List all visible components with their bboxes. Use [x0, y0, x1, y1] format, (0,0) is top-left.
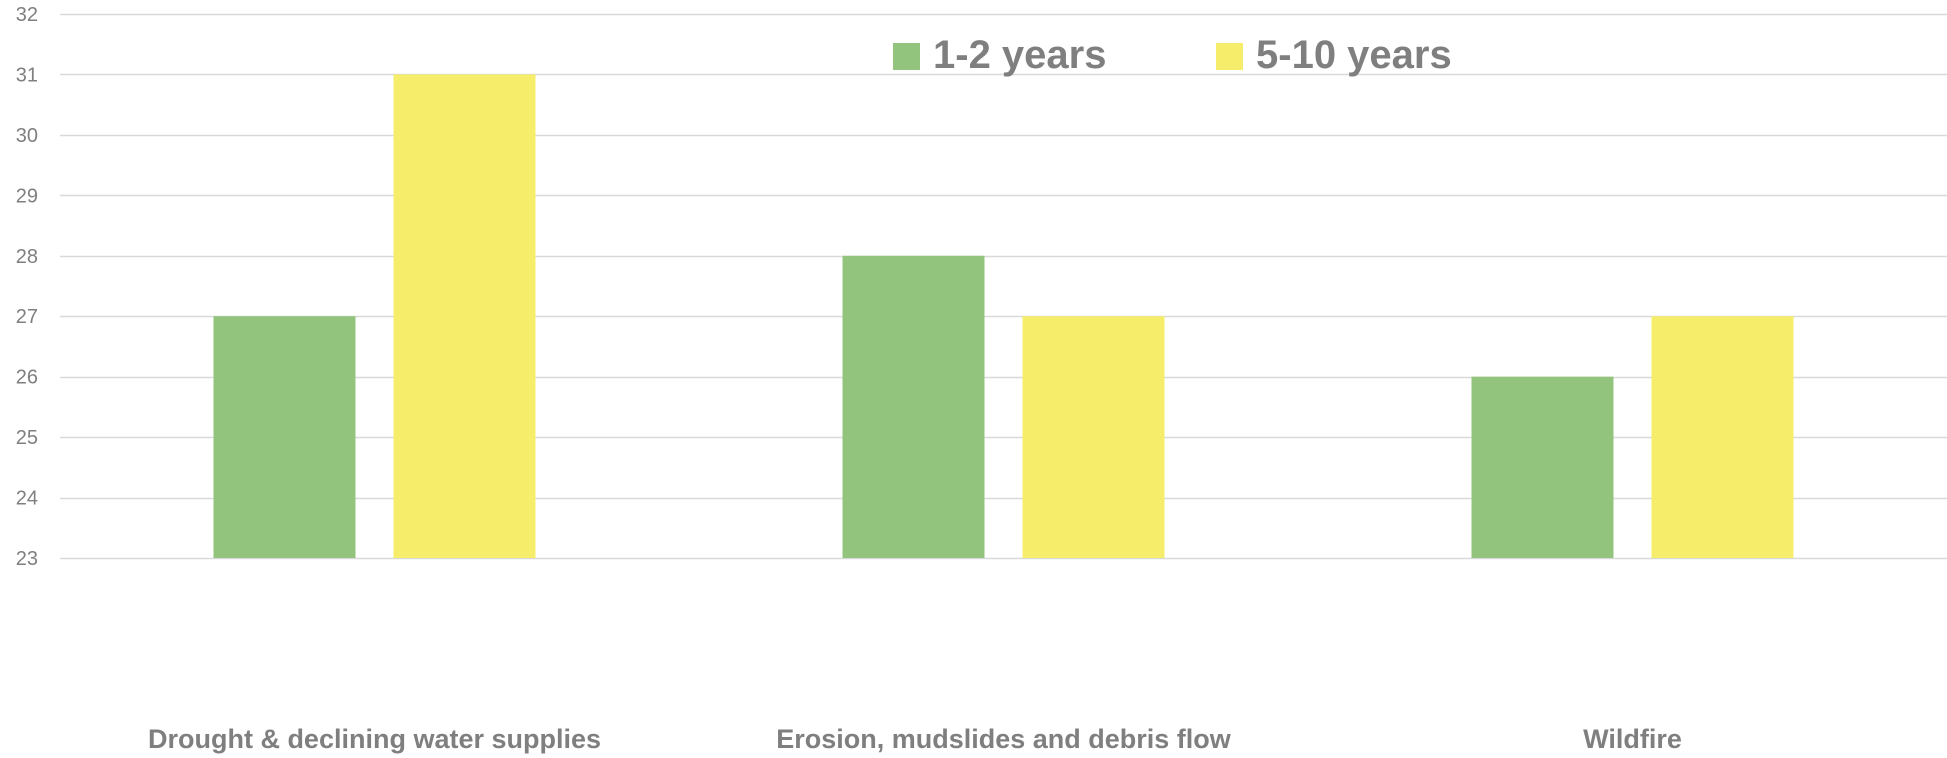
legend-swatch [893, 43, 920, 70]
x-category-label: Wildfire [1583, 724, 1682, 754]
y-axis-tick-labels: 23 24 25 26 27 28 29 30 31 32 [16, 4, 38, 570]
gridlines [60, 13, 1947, 560]
bar-series1-1 [842, 255, 985, 558]
y-tick-label: 24 [16, 488, 38, 510]
y-tick-label: 23 [16, 548, 38, 570]
bar-series2-1 [1022, 316, 1165, 558]
bar-series2-2 [1651, 316, 1794, 558]
legend-label: 1-2 years [933, 33, 1106, 77]
y-tick-label: 26 [16, 367, 38, 389]
bar-series1-2 [1471, 376, 1614, 558]
y-tick-label: 30 [16, 125, 38, 147]
legend-swatch [1216, 43, 1243, 70]
y-tick-label: 28 [16, 246, 38, 268]
legend-label: 5-10 years [1256, 33, 1452, 77]
x-category-label: Drought & declining water supplies [148, 724, 601, 754]
legend: 1-2 years 5-10 years [893, 33, 1452, 77]
y-tick-label: 29 [16, 185, 38, 207]
x-category-label: Erosion, mudslides and debris flow [776, 724, 1232, 754]
bars [213, 74, 1794, 558]
y-tick-label: 31 [16, 64, 38, 86]
y-tick-label: 25 [16, 427, 38, 449]
bar-series2-0 [393, 74, 536, 558]
x-axis-category-labels: Drought & declining water supplies Erosio… [148, 724, 1682, 754]
y-tick-label: 27 [16, 306, 38, 328]
bar-series1-0 [213, 316, 356, 558]
y-tick-label: 32 [16, 4, 38, 26]
